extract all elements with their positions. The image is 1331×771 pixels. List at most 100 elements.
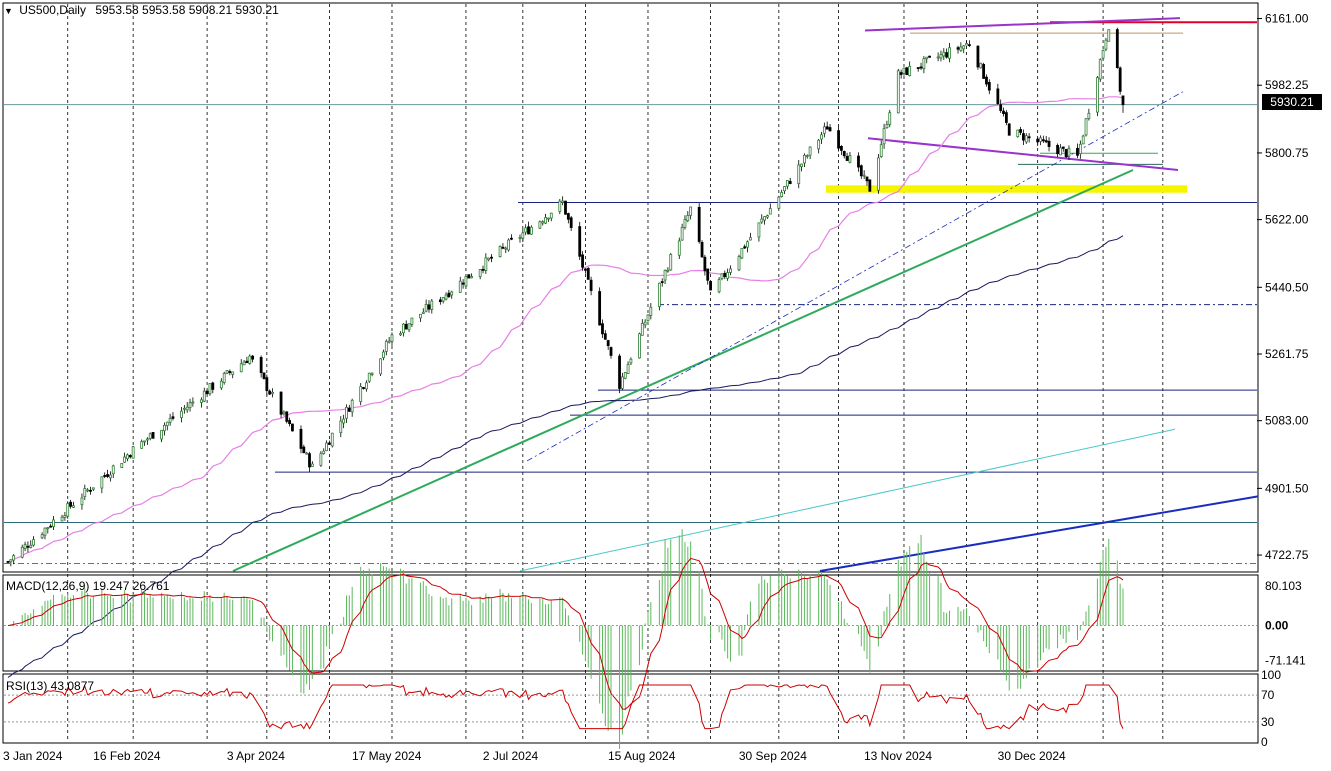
rsi-label: RSI(13) 43.0877 bbox=[6, 679, 95, 693]
time-tick-label: 30 Sep 2024 bbox=[739, 749, 807, 763]
candle-body bbox=[123, 456, 127, 463]
macd-signal-line bbox=[7, 557, 1124, 710]
candle-body bbox=[783, 186, 786, 192]
time-tick-label: 17 May 2024 bbox=[352, 749, 422, 763]
candle-body bbox=[797, 164, 801, 185]
candle-body bbox=[103, 475, 107, 477]
candle-body bbox=[438, 299, 442, 303]
candle-body bbox=[362, 387, 365, 389]
candle-body bbox=[43, 527, 47, 536]
price-tick-label: 5440.50 bbox=[1265, 280, 1309, 294]
price-tick-label: 4901.50 bbox=[1265, 481, 1309, 495]
candle-body bbox=[470, 276, 474, 279]
price-tick-label: 5083.00 bbox=[1265, 414, 1309, 428]
candle-body bbox=[987, 81, 991, 91]
candle-body bbox=[888, 112, 892, 125]
collapse-triangle-icon[interactable]: ▼ bbox=[4, 6, 13, 16]
candle-body bbox=[350, 399, 354, 413]
candle-body bbox=[390, 334, 394, 342]
candle-body bbox=[657, 282, 661, 307]
rsi-tick-label: 100 bbox=[1261, 668, 1281, 682]
candle-body bbox=[603, 333, 607, 340]
candle-body bbox=[430, 300, 434, 310]
candle-body bbox=[498, 246, 502, 257]
candle-body bbox=[729, 268, 732, 273]
candle-body bbox=[748, 237, 752, 241]
support-zone-rect bbox=[826, 185, 1187, 193]
candle-body bbox=[108, 474, 112, 479]
candle-body bbox=[299, 428, 303, 449]
candle-body bbox=[896, 70, 900, 114]
candle-body bbox=[384, 340, 388, 352]
time-tick-label: 30 Dec 2024 bbox=[998, 749, 1066, 763]
candle-body bbox=[427, 304, 431, 310]
candle-body bbox=[518, 237, 522, 239]
candle-body bbox=[188, 402, 192, 408]
candle-body bbox=[211, 382, 215, 390]
candle-body bbox=[387, 340, 391, 343]
candle-body bbox=[845, 155, 849, 161]
candle-body bbox=[1016, 129, 1020, 138]
horizontal-levels bbox=[4, 21, 1257, 565]
candle-body bbox=[902, 67, 906, 74]
ma50-line bbox=[7, 96, 1124, 563]
candle-body bbox=[979, 62, 983, 69]
candle-body bbox=[12, 555, 16, 561]
candle-body bbox=[421, 311, 425, 314]
candle-body bbox=[225, 370, 229, 374]
candle-body bbox=[86, 489, 90, 492]
ma200-line bbox=[7, 235, 1124, 678]
candle-body bbox=[1064, 149, 1068, 158]
candle-body bbox=[447, 292, 451, 298]
candle-body bbox=[399, 333, 402, 336]
candle-body bbox=[985, 76, 988, 85]
candle-body bbox=[245, 360, 249, 364]
candle-body bbox=[677, 240, 681, 256]
candle-body bbox=[965, 43, 968, 46]
current-price-tag: 5930.21 bbox=[1262, 94, 1322, 110]
candle-body bbox=[916, 67, 920, 69]
candle-body bbox=[202, 390, 206, 402]
candle-body bbox=[857, 155, 860, 168]
candle-body bbox=[996, 88, 1000, 105]
candle-body bbox=[919, 66, 923, 69]
candle-body bbox=[91, 487, 95, 490]
candle-body bbox=[868, 179, 872, 192]
candle-body bbox=[825, 126, 829, 130]
candle-body bbox=[885, 124, 889, 129]
candle-body bbox=[976, 45, 980, 68]
candle-body bbox=[1022, 133, 1025, 141]
channel-top-line bbox=[864, 17, 1181, 32]
time-tick-label: 3 Jan 2024 bbox=[3, 749, 63, 763]
candle-body bbox=[780, 191, 784, 197]
blue-trendline bbox=[819, 495, 1259, 572]
candle-body bbox=[251, 355, 255, 360]
candle-body bbox=[865, 176, 869, 182]
candle-body bbox=[52, 519, 55, 528]
candle-body bbox=[717, 279, 721, 293]
candle-body bbox=[922, 58, 926, 69]
candle-body bbox=[89, 489, 92, 492]
candle-body bbox=[1104, 39, 1108, 50]
candle-body bbox=[1081, 135, 1085, 145]
candle-body bbox=[1007, 123, 1011, 136]
price-candles bbox=[6, 27, 1125, 567]
candle-body bbox=[626, 364, 630, 374]
candle-body bbox=[342, 418, 346, 424]
main-panel-frame bbox=[2, 2, 1259, 573]
candle-body bbox=[165, 421, 169, 427]
candle-body bbox=[322, 450, 326, 454]
candle-body bbox=[768, 208, 772, 215]
price-tick-label: 5982.25 bbox=[1265, 78, 1309, 92]
candle-body bbox=[589, 279, 593, 291]
candle-body bbox=[20, 546, 24, 558]
candle-body bbox=[504, 247, 508, 250]
candle-body bbox=[200, 399, 203, 403]
candle-body bbox=[319, 453, 323, 466]
candle-body bbox=[1036, 138, 1040, 143]
candle-body bbox=[231, 371, 235, 375]
candle-body bbox=[945, 52, 949, 58]
candle-body bbox=[564, 200, 567, 215]
candle-body bbox=[709, 281, 712, 291]
